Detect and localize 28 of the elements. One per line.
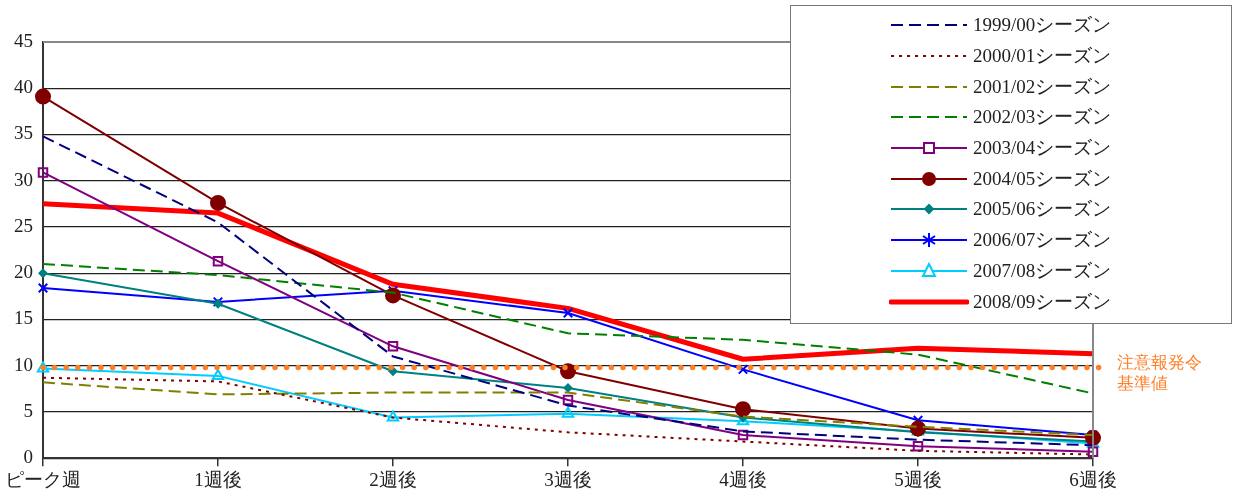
x-tick-label: 3週後: [544, 468, 592, 490]
x-tick-label: 6週後: [1069, 468, 1117, 490]
legend-label: 2003/04シーズン: [973, 136, 1112, 161]
x-tick-label: 1週後: [194, 468, 242, 490]
x-tick-label: 5週後: [894, 468, 942, 490]
y-tick-label: 45: [14, 29, 33, 51]
ref-line-label: 注意報発令基準値: [1117, 351, 1202, 393]
y-tick-label: 35: [14, 122, 33, 144]
y-tick-label: 10: [14, 353, 33, 375]
y-tick-label: 5: [23, 399, 33, 421]
y-tick-label: 15: [14, 307, 33, 329]
legend-label: 2000/01シーズン: [973, 44, 1112, 69]
legend-label: 2006/07シーズン: [973, 228, 1112, 253]
legend-label: 1999/00シーズン: [973, 13, 1112, 38]
x-tick-label: ピーク週: [5, 468, 81, 490]
x-tick-label: 2週後: [369, 468, 417, 490]
y-tick-label: 20: [14, 261, 33, 283]
x-tick-label: 4週後: [719, 468, 767, 490]
y-tick-label: 25: [14, 214, 33, 236]
legend-label: 2008/09シーズン: [973, 289, 1112, 314]
legend-label: 2007/08シーズン: [973, 258, 1112, 283]
legend-label: 2005/06シーズン: [973, 197, 1112, 222]
y-tick-label: 30: [14, 168, 33, 190]
legend-label: 2004/05シーズン: [973, 166, 1112, 191]
y-tick-label: 0: [23, 446, 33, 468]
legend-label: 2001/02シーズン: [973, 74, 1112, 99]
y-tick-label: 40: [14, 76, 33, 98]
legend-label: 2002/03シーズン: [973, 105, 1112, 130]
